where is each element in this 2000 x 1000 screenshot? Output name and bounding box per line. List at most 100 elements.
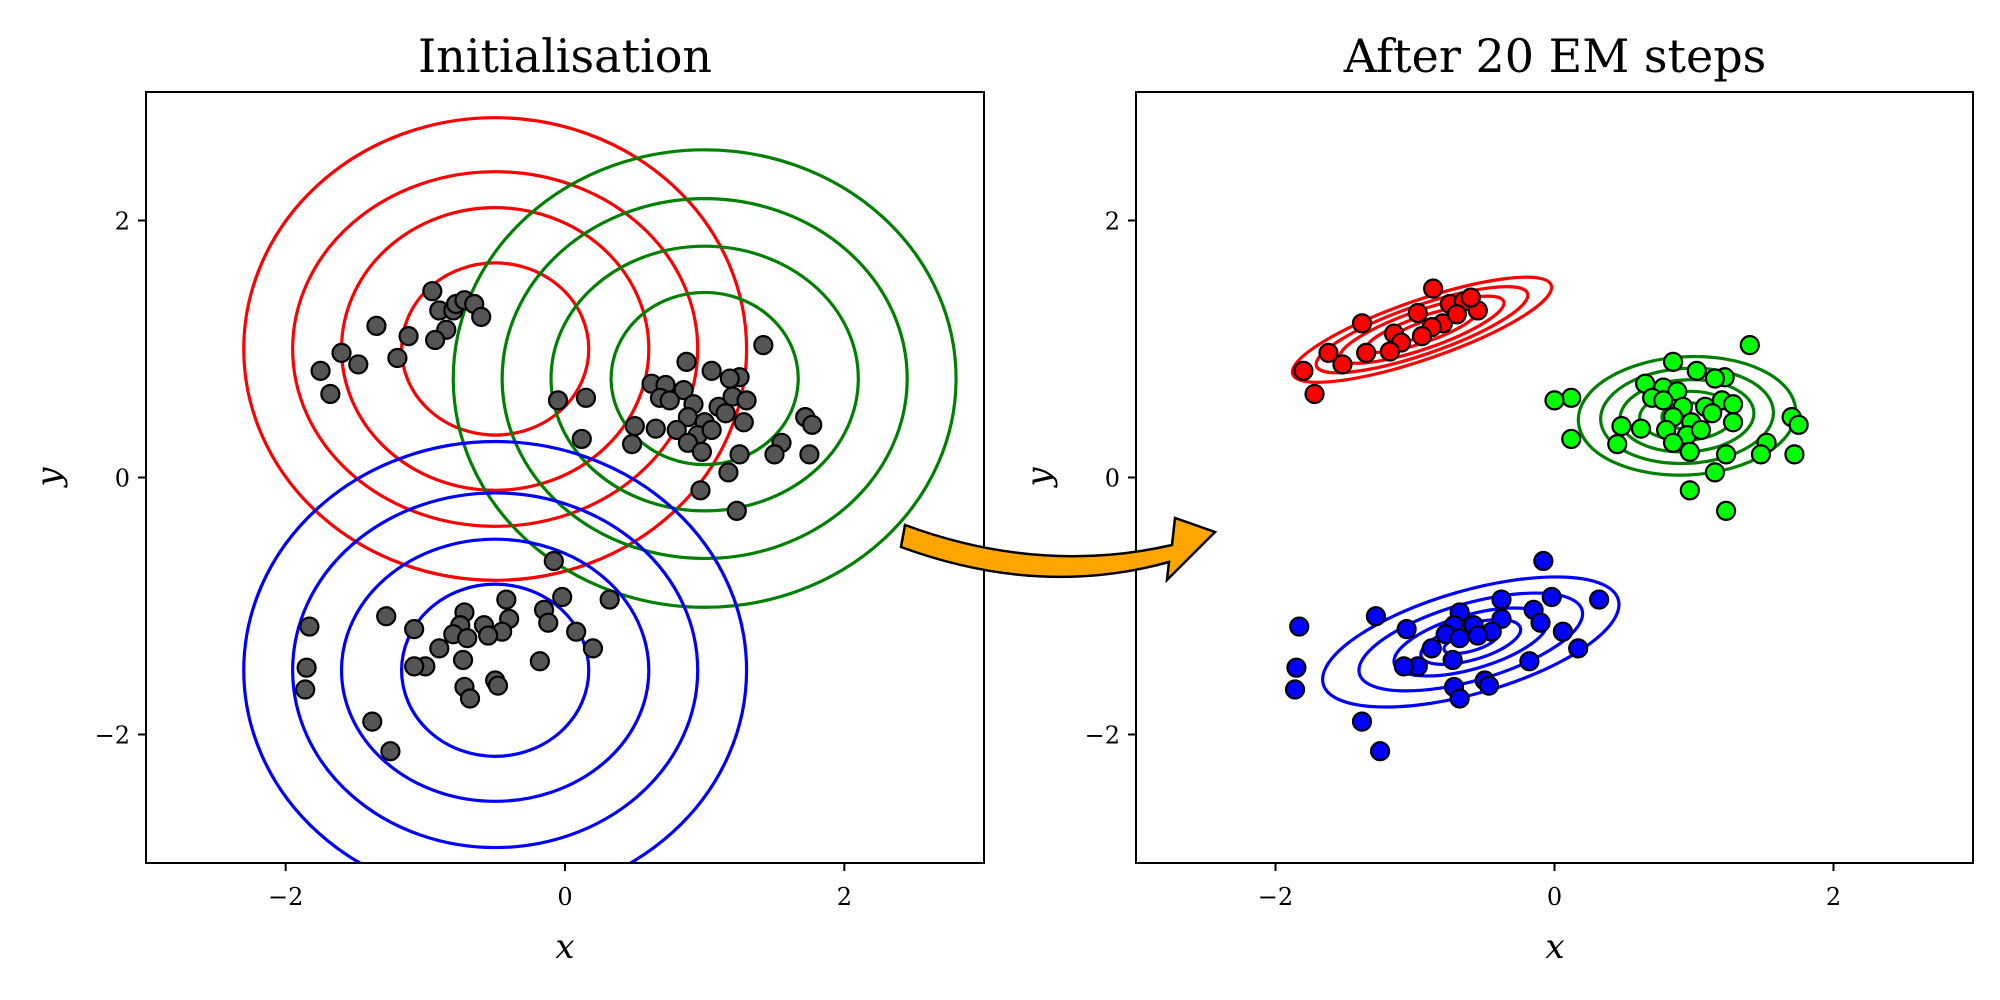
data-point (1739, 335, 1760, 356)
data-point (1653, 390, 1674, 411)
x-tick-label: −2 (1258, 883, 1293, 911)
data-point (529, 651, 550, 672)
data-point (1460, 287, 1481, 308)
data-point (296, 657, 317, 678)
contour-ellipse (1599, 366, 1776, 466)
data-point (1411, 326, 1433, 347)
x-axis-label: x (555, 927, 574, 967)
data-point (387, 347, 408, 369)
data-point (1365, 606, 1387, 627)
data-point (733, 412, 754, 433)
data-point (645, 418, 666, 439)
data-point (348, 354, 369, 375)
x-tick-label: 2 (1826, 883, 1841, 911)
data-point (547, 390, 569, 411)
data-point (552, 586, 573, 608)
data-point (1286, 657, 1307, 678)
data-point (582, 638, 604, 659)
data-point (1491, 589, 1512, 610)
y-tick-label: −2 (1085, 722, 1120, 750)
data-point (422, 281, 443, 302)
ticks: −2 −2 0 0 2 2 (95, 208, 852, 912)
data-point (1611, 416, 1632, 437)
data-point (1356, 342, 1377, 363)
x-tick-label: 0 (557, 883, 572, 911)
data-point (1318, 342, 1339, 363)
data-point (1750, 444, 1772, 465)
data-point (487, 675, 509, 696)
data-point (429, 638, 450, 659)
data-point (478, 625, 499, 646)
data-point (1788, 414, 1809, 435)
data-point (496, 589, 517, 610)
panel-initialisation: Initialisation −2 −2 0 0 2 2 x y (29, 29, 985, 967)
x-tick-label: 2 (837, 883, 852, 911)
data-point (673, 380, 694, 401)
ticks: −2 −2 0 0 2 2 (1085, 208, 1842, 912)
data-point (404, 619, 425, 640)
data-point (599, 589, 620, 610)
data-point (571, 428, 592, 450)
y-axis-label: y (1019, 467, 1059, 489)
data-point (362, 711, 383, 732)
contour-ellipse (609, 290, 800, 467)
data-point (452, 649, 474, 671)
data-point (1702, 403, 1723, 424)
data-point (715, 403, 736, 424)
data-point (690, 480, 711, 501)
data-point (1449, 688, 1470, 709)
data-point (691, 441, 712, 462)
data-point (425, 329, 446, 351)
data-point (753, 335, 774, 356)
data-point (764, 444, 785, 465)
data-point (676, 351, 697, 372)
data-point (1607, 433, 1628, 455)
data-point (1284, 679, 1306, 700)
data-point (366, 315, 387, 336)
axes-frame (1135, 91, 1974, 864)
data-point (1561, 428, 1582, 450)
data-point (1289, 616, 1310, 637)
data-point (320, 383, 341, 405)
data-point (1662, 432, 1684, 453)
data-point (1686, 360, 1707, 381)
data-point (1541, 586, 1562, 608)
contour-ellipse (242, 116, 749, 582)
y-tick-label: 0 (115, 465, 130, 493)
data-point (1379, 341, 1400, 362)
data-point (1561, 387, 1582, 408)
data-point (624, 416, 645, 437)
data-point (1630, 418, 1652, 439)
data-point (398, 326, 419, 347)
transition-arrow-body (899, 516, 1218, 584)
data-point (1467, 625, 1488, 646)
data-point (459, 688, 481, 709)
y-tick-label: 2 (115, 208, 130, 236)
data-point (729, 444, 750, 465)
data-point (1679, 441, 1700, 462)
data-point (1519, 651, 1540, 672)
data-point (701, 419, 722, 441)
data-point (1442, 649, 1463, 671)
data-point (1304, 383, 1325, 405)
y-axis-label: y (29, 467, 69, 489)
contour-ellipse (291, 170, 700, 528)
plot-area (1284, 275, 1809, 762)
data-point (404, 656, 425, 677)
data-point (719, 368, 740, 389)
data-point (1589, 589, 1610, 610)
data-point (1446, 304, 1467, 325)
panel-title: Initialisation (418, 29, 712, 83)
x-tick-label: −2 (268, 883, 303, 911)
contour-ellipse (339, 537, 651, 803)
panel-title: After 20 EM steps (1343, 29, 1767, 83)
contour-ellipse (549, 244, 860, 513)
data-point (1704, 462, 1726, 483)
data-point (1530, 612, 1551, 633)
data-point (677, 432, 699, 453)
data-point (1393, 656, 1414, 677)
data-point (310, 360, 331, 381)
data-point (1293, 360, 1314, 381)
y-tick-label: −2 (95, 722, 130, 750)
panel-after-em: After 20 EM steps −2 −2 0 0 2 2 x y (1019, 29, 1974, 967)
